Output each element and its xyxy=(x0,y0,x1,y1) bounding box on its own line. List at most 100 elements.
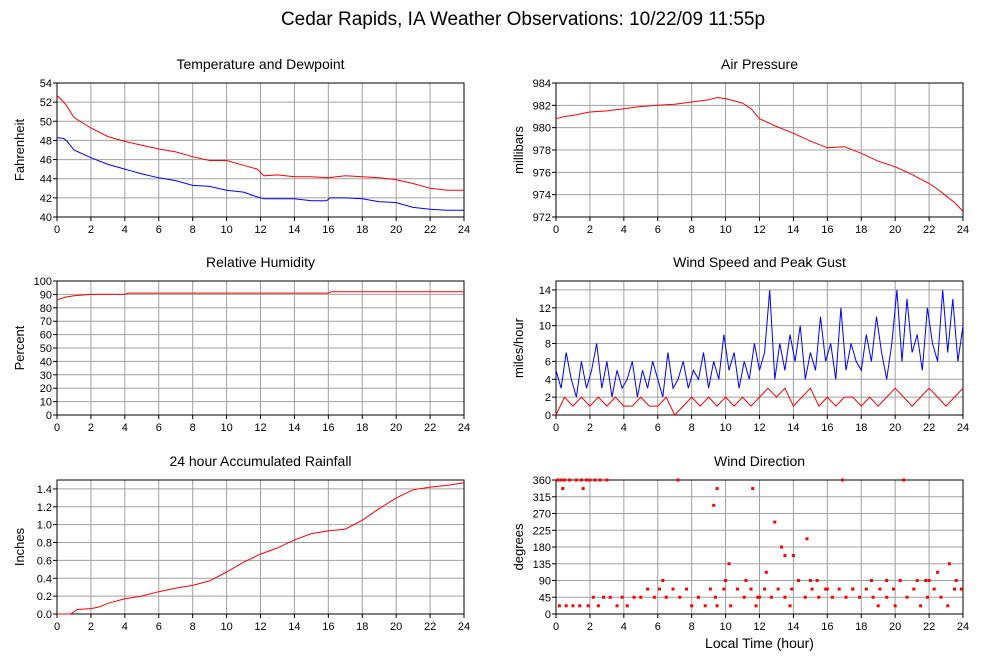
y-tick-label: 135 xyxy=(533,559,551,571)
data-point xyxy=(608,595,612,599)
x-tick-label: 0 xyxy=(54,224,60,236)
y-tick-label: 80 xyxy=(40,303,52,315)
y-tick-label: 60 xyxy=(40,330,52,342)
chart-title: 24 hour Accumulated Rainfall xyxy=(169,453,351,469)
x-tick-label: 12 xyxy=(254,621,266,633)
data-point xyxy=(912,587,916,591)
y-axis-label: miles/hour xyxy=(511,317,526,378)
data-point xyxy=(871,595,875,599)
x-tick-label: 6 xyxy=(655,224,661,236)
y-tick-label: 984 xyxy=(533,78,551,90)
y-tick-label: 30 xyxy=(40,370,52,382)
y-tick-label: 976 xyxy=(533,167,551,179)
data-point xyxy=(776,587,780,591)
data-point xyxy=(657,587,661,591)
y-tick-label: 4 xyxy=(545,374,551,386)
chart-temp: 0 2 4 6 8 10 12 14 16 18 20 22 244042444648505254Tem… xyxy=(12,56,470,236)
data-point xyxy=(685,587,689,591)
series-line-blue xyxy=(555,289,964,398)
series-line-red xyxy=(56,95,464,191)
data-point xyxy=(783,554,787,558)
x-tick-label: 14 xyxy=(288,422,300,434)
x-tick-label: 6 xyxy=(156,422,162,434)
x-tick-label: 12 xyxy=(753,422,765,434)
series-line-red xyxy=(56,291,464,301)
y-tick-label: 0.2 xyxy=(37,591,52,603)
data-point xyxy=(878,587,882,591)
y-tick-label: 0.4 xyxy=(37,573,52,585)
y-tick-label: 6 xyxy=(545,356,551,368)
data-point xyxy=(924,579,928,582)
data-point xyxy=(825,587,829,591)
x-tick-label: 12 xyxy=(753,621,765,633)
x-tick-label: 2 xyxy=(88,422,94,434)
y-axis-label: degrees xyxy=(511,523,526,570)
y-tick-label: 44 xyxy=(40,174,52,186)
x-tick-label: 8 xyxy=(190,224,196,236)
x-tick-label: 20 xyxy=(889,621,901,633)
data-point xyxy=(751,487,755,491)
data-point xyxy=(625,604,629,608)
data-point xyxy=(830,595,834,599)
data-point xyxy=(815,579,819,582)
x-tick-label: 22 xyxy=(424,422,436,434)
data-point xyxy=(824,587,828,591)
y-tick-label: 50 xyxy=(40,343,52,355)
y-tick-label: 10 xyxy=(539,321,551,333)
x-tick-label: 24 xyxy=(957,224,969,236)
x-tick-label: 6 xyxy=(156,224,162,236)
series-line-red xyxy=(555,387,964,416)
x-tick-label: 2 xyxy=(88,224,94,236)
y-tick-label: 0 xyxy=(545,410,551,422)
data-point xyxy=(708,587,712,591)
data-point xyxy=(690,604,694,608)
data-point xyxy=(561,487,565,491)
data-point xyxy=(754,604,758,608)
data-point xyxy=(639,595,643,599)
y-tick-label: 70 xyxy=(40,316,52,328)
y-tick-label: 1.0 xyxy=(37,520,52,532)
x-tick-label: 22 xyxy=(424,224,436,236)
data-point xyxy=(791,554,795,558)
y-tick-label: 10 xyxy=(40,397,52,409)
x-tick-label: 24 xyxy=(458,621,470,633)
data-point xyxy=(758,595,761,599)
data-point xyxy=(562,478,566,482)
x-tick-label: 8 xyxy=(689,422,695,434)
x-tick-label: 16 xyxy=(322,224,334,236)
data-point xyxy=(664,595,668,599)
x-tick-label: 4 xyxy=(122,422,128,434)
data-point xyxy=(568,478,572,482)
chart-winddir: 0 2 4 6 8 10 12 14 16 18 20 22 240459013518022527031… xyxy=(511,453,969,651)
data-point xyxy=(646,587,650,591)
data-point xyxy=(864,587,868,591)
y-tick-label: 14 xyxy=(539,285,551,297)
series-line-blue xyxy=(56,137,464,211)
y-tick-label: 42 xyxy=(40,193,52,205)
y-tick-label: 980 xyxy=(533,123,551,135)
x-tick-label: 14 xyxy=(787,224,799,236)
data-point xyxy=(763,587,767,591)
chart-title: Relative Humidity xyxy=(206,254,315,270)
x-tick-label: 4 xyxy=(621,224,627,236)
data-point xyxy=(564,604,568,608)
x-tick-label: 12 xyxy=(254,224,266,236)
chart-title: Wind Speed and Peak Gust xyxy=(673,254,846,270)
data-point xyxy=(744,579,748,582)
y-axis-label: millibars xyxy=(511,126,526,174)
series-line-red xyxy=(555,96,964,212)
data-point xyxy=(703,604,707,608)
y-tick-label: 1.2 xyxy=(37,502,52,514)
y-tick-label: 20 xyxy=(40,383,52,395)
data-point xyxy=(598,478,602,482)
y-tick-label: 52 xyxy=(40,97,52,109)
data-point xyxy=(891,587,895,591)
x-tick-label: 0 xyxy=(553,224,559,236)
data-point xyxy=(939,595,943,599)
data-point xyxy=(671,587,675,591)
x-tick-label: 10 xyxy=(719,224,731,236)
y-tick-label: 48 xyxy=(40,135,52,147)
data-point xyxy=(615,604,619,608)
y-tick-label: 0.8 xyxy=(37,538,52,550)
